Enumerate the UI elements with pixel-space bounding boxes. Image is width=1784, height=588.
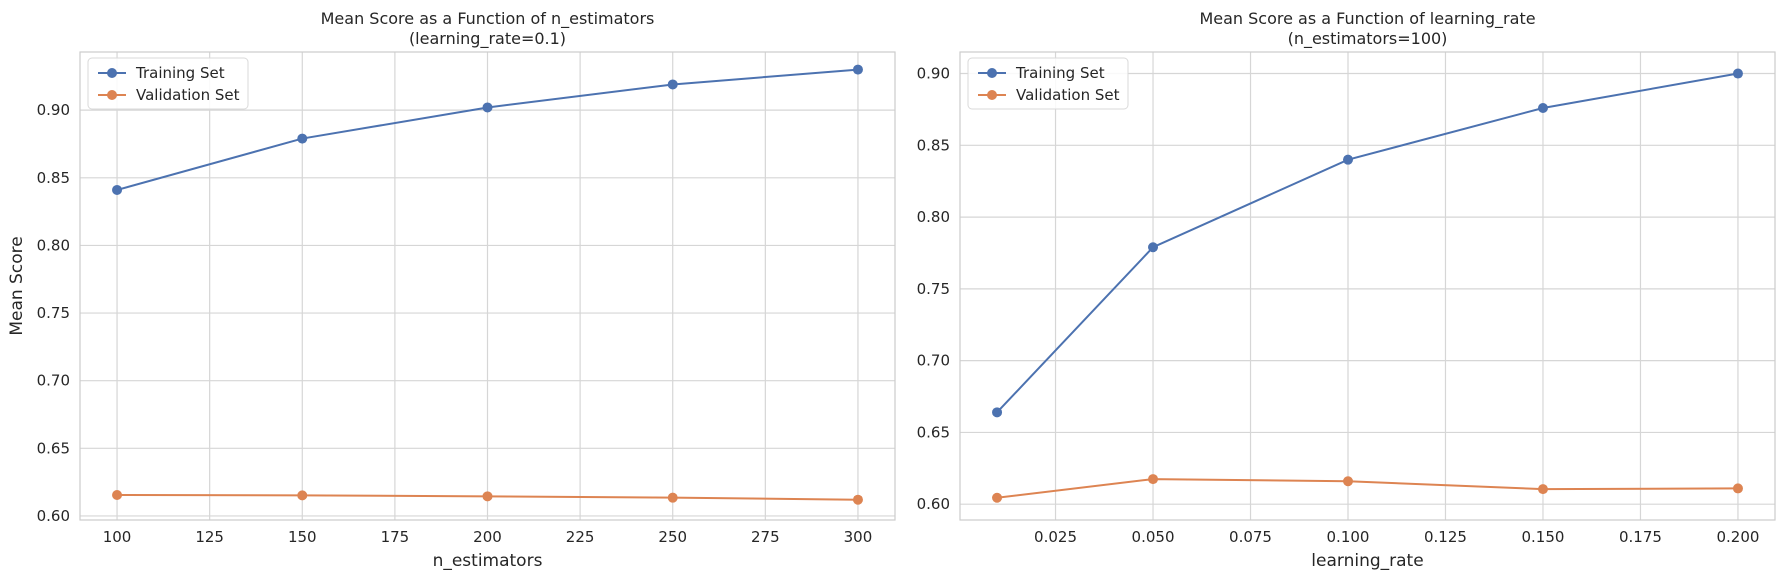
y-tick-label: 0.60 [37, 507, 70, 525]
x-tick-label: 300 [844, 528, 873, 546]
x-axis-label: n_estimators [433, 551, 543, 571]
chart-subtitle: (learning_rate=0.1) [409, 29, 566, 49]
data-point-validation [667, 492, 678, 503]
data-point-validation [852, 494, 863, 505]
y-tick-label: 0.85 [917, 136, 950, 154]
y-tick-label: 0.70 [37, 372, 70, 390]
legend-entry-label: Training Set [135, 64, 225, 82]
x-tick-label: 0.125 [1424, 528, 1467, 546]
x-tick-label: 250 [658, 528, 687, 546]
legend-entry-label: Validation Set [136, 86, 240, 104]
chart-title: Mean Score as a Function of n_estimators [321, 9, 655, 29]
data-point-training [482, 102, 493, 113]
data-point-validation [992, 492, 1003, 503]
x-tick-label: 0.025 [1034, 528, 1077, 546]
x-tick-label: 125 [195, 528, 224, 546]
y-tick-label: 0.65 [37, 439, 70, 457]
plot-frame [959, 51, 1776, 521]
x-tick-label: 275 [751, 528, 780, 546]
data-point-training [112, 184, 123, 195]
y-tick-label: 0.90 [917, 65, 950, 83]
chart-subtitle: (n_estimators=100) [1288, 29, 1448, 49]
y-tick-label: 0.70 [917, 352, 950, 370]
x-tick-label: 0.100 [1327, 528, 1370, 546]
legend-swatch-marker [987, 90, 997, 100]
data-point-training [1732, 68, 1743, 79]
y-tick-label: 0.75 [917, 280, 950, 298]
legend-box [87, 57, 249, 110]
legend-swatch-marker [107, 90, 117, 100]
y-tick-label: 0.75 [37, 304, 70, 322]
legend-swatch-marker [107, 68, 117, 78]
x-tick-label: 0.150 [1522, 528, 1565, 546]
data-point-training [1537, 102, 1548, 113]
x-tick-label: 175 [381, 528, 410, 546]
x-tick-label: 0.075 [1229, 528, 1272, 546]
x-tick-label: 150 [288, 528, 317, 546]
x-tick-label: 0.200 [1716, 528, 1759, 546]
x-tick-label: 100 [103, 528, 132, 546]
chart-panel-2: 0.025 0.050 0.075 0.100 0.125 0.150 0.175 0.200… [917, 9, 1776, 571]
data-point-validation [1148, 474, 1159, 485]
y-tick-label: 0.60 [917, 495, 950, 513]
legend-entry-label: Validation Set [1016, 86, 1120, 104]
data-point-training [992, 407, 1003, 418]
data-point-validation [1732, 483, 1743, 494]
legend-entry-label: Training Set [1015, 64, 1105, 82]
plot-background [960, 52, 1775, 520]
data-point-training [1148, 242, 1159, 253]
legend-swatch-marker [987, 68, 997, 78]
y-tick-label: 0.80 [917, 208, 950, 226]
plot-frame [79, 51, 896, 521]
data-point-training [297, 133, 308, 144]
chart-title: Mean Score as a Function of learning_rat… [1199, 9, 1535, 29]
data-point-validation [482, 491, 493, 502]
data-point-validation [112, 489, 123, 500]
x-axis-label: learning_rate [1311, 551, 1423, 571]
data-point-validation [1343, 476, 1354, 487]
legend: Training Set Validation Set [967, 57, 1129, 110]
x-tick-label: 0.050 [1132, 528, 1175, 546]
x-tick-label: 0.175 [1619, 528, 1662, 546]
data-point-validation [1537, 484, 1548, 495]
y-tick-label: 0.80 [37, 236, 70, 254]
x-tick-label: 225 [566, 528, 595, 546]
y-tick-label: 0.85 [37, 169, 70, 187]
y-tick-label: 0.90 [37, 101, 70, 119]
y-tick-label: 0.65 [917, 423, 950, 441]
legend-box [967, 57, 1129, 110]
x-tick-label: 200 [473, 528, 502, 546]
data-point-validation [297, 490, 308, 501]
chart-panel-1: 100 125 150 175 200 225 250 275 300 0.60 0.65 0.70 0… [7, 9, 896, 571]
data-point-training [1343, 154, 1354, 165]
legend: Training Set Validation Set [87, 57, 249, 110]
y-axis-label: Mean Score [7, 236, 27, 335]
data-point-training [852, 64, 863, 75]
data-point-training [667, 79, 678, 90]
